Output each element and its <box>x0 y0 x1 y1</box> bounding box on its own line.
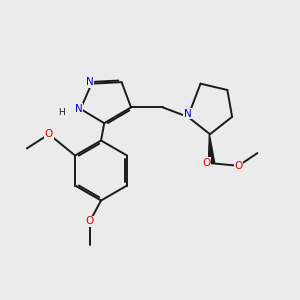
Text: O: O <box>45 129 53 139</box>
Text: O: O <box>234 161 242 171</box>
Text: N: N <box>75 104 83 114</box>
Polygon shape <box>208 134 215 164</box>
Text: O: O <box>86 216 94 226</box>
Text: N: N <box>184 109 192 119</box>
Text: H: H <box>58 108 65 117</box>
Text: O: O <box>203 158 211 168</box>
Text: N: N <box>86 77 94 87</box>
